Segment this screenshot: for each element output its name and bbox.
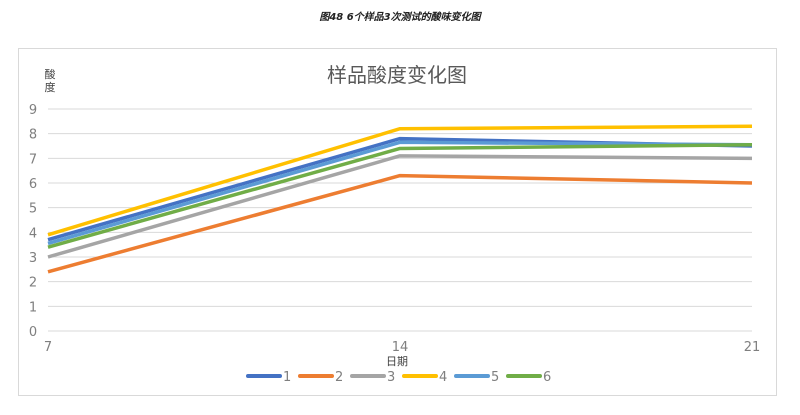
x-axis-ticks: 7 14 21 <box>44 340 760 355</box>
x-axis-label: 日期 <box>386 355 408 368</box>
chart-frame <box>18 48 777 396</box>
x-tick-label: 7 <box>44 340 52 355</box>
series-line-1 <box>47 136 753 242</box>
y-tick-label: 2 <box>29 276 37 291</box>
y-tick-label: 9 <box>29 103 37 118</box>
y-axis-ticks: 0 1 2 3 4 5 6 7 8 9 <box>29 103 37 340</box>
y-tick-label: 3 <box>29 251 37 266</box>
legend-label-4: 4 <box>439 370 447 385</box>
series-line-3 <box>47 154 753 259</box>
y-tick-label: 7 <box>29 152 37 167</box>
y-tick-label: 0 <box>29 325 37 340</box>
figure-caption: 图48 6个样品3次测试的酸味变化图 <box>319 12 481 23</box>
y-tick-label: 6 <box>29 177 37 192</box>
series-line-6 <box>47 143 753 249</box>
legend-label-1: 1 <box>283 370 291 385</box>
gridlines <box>48 108 752 332</box>
chart-title: 样品酸度变化图 <box>327 63 467 87</box>
series-line-2 <box>47 173 753 274</box>
x-tick-label: 14 <box>392 340 409 355</box>
y-tick-label: 1 <box>29 300 37 315</box>
legend-label-5: 5 <box>491 370 499 385</box>
legend: 1 2 3 4 5 6 <box>246 370 551 385</box>
legend-label-6: 6 <box>543 370 551 385</box>
data-series <box>47 124 753 274</box>
y-axis-label: 酸度 <box>45 67 56 94</box>
y-tick-label: 5 <box>29 202 37 217</box>
y-axis-label-char: 度 <box>45 80 56 94</box>
y-tick-label: 8 <box>29 128 37 143</box>
legend-label-2: 2 <box>335 370 343 385</box>
y-axis-label-char: 酸 <box>45 67 56 81</box>
series-line-4 <box>47 124 753 237</box>
series-line-5 <box>47 140 753 246</box>
y-tick-label: 4 <box>29 226 37 241</box>
x-tick-label: 21 <box>744 340 761 355</box>
legend-label-3: 3 <box>387 370 395 385</box>
